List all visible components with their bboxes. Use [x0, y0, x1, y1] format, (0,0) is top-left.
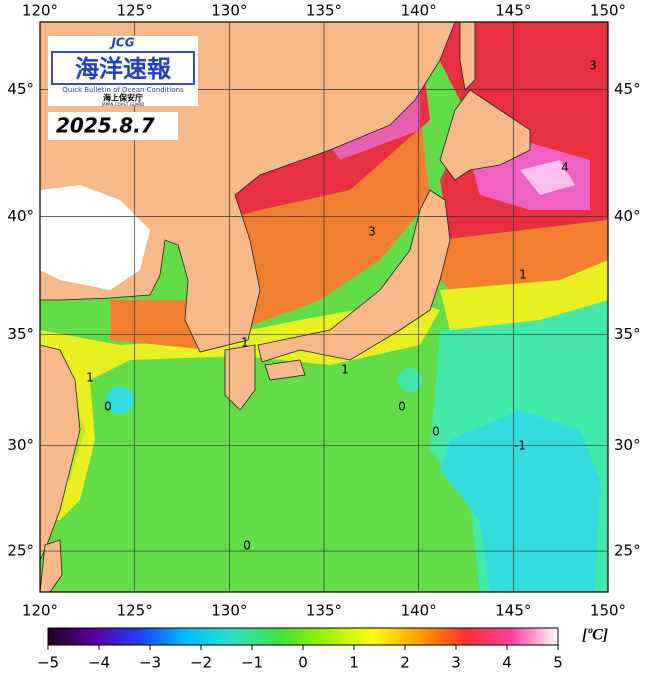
- sea-hot: [440, 220, 608, 300]
- colorbar-tick-label: −5: [37, 654, 59, 672]
- lon-label: 145°: [495, 602, 531, 620]
- colorbar-tick-label: 3: [451, 654, 461, 672]
- colorbar-tick-label: −2: [190, 654, 212, 672]
- lat-label: 30°: [7, 436, 34, 454]
- sea-extreme: [520, 160, 575, 195]
- lon-label: 150°: [590, 602, 626, 620]
- colorbar: [47, 627, 559, 646]
- logo-agency: 海上保安庁: [103, 93, 143, 103]
- lon-label: 120°: [22, 2, 58, 20]
- lat-label: 25°: [7, 542, 34, 560]
- land: [40, 539, 63, 592]
- colorbar-tick-label: −1: [241, 654, 263, 672]
- graticule: 120°120°125°125°130°130°135°135°140°140°…: [7, 2, 640, 620]
- colorbar-unit: [ºC]: [582, 627, 608, 644]
- lat-label: 30°: [614, 436, 641, 454]
- contour-label: 0: [104, 400, 112, 414]
- sea-cool: [398, 368, 422, 392]
- contour-label: 1: [241, 336, 249, 350]
- colorbar-tick-label: 0: [298, 654, 308, 672]
- lon-label: 140°: [401, 2, 437, 20]
- sea-warm: [440, 260, 608, 330]
- logo: JCG 海洋速報 Quick Bulletin of Ocean Conditi…: [48, 36, 198, 107]
- logo-agency-en: JAPAN COAST GUARD: [101, 102, 145, 107]
- land: [224, 344, 256, 411]
- logo-acronym: JCG: [109, 36, 134, 50]
- logo-subtitle: Quick Bulletin of Ocean Conditions: [62, 86, 184, 94]
- lon-label: 130°: [211, 2, 247, 20]
- lon-label: 120°: [22, 602, 58, 620]
- colorbar-tick-label: 5: [553, 654, 563, 672]
- land: [40, 344, 81, 561]
- lat-label: 25°: [614, 542, 641, 560]
- contour-label: 1: [86, 371, 94, 385]
- lon-label: 135°: [306, 602, 342, 620]
- lon-label: 125°: [117, 602, 153, 620]
- lat-label: 35°: [7, 325, 34, 343]
- sea-cold: [106, 386, 134, 414]
- lat-label: 40°: [7, 207, 34, 225]
- lon-label: 130°: [211, 602, 247, 620]
- land: [257, 189, 451, 363]
- contour-label: 4: [561, 161, 569, 175]
- lon-label: 135°: [306, 2, 342, 20]
- lat-label: 35°: [614, 325, 641, 343]
- contour-label: -1: [514, 439, 526, 453]
- contour-label: 0: [398, 400, 406, 414]
- lat-label: 40°: [614, 207, 641, 225]
- lon-label: 125°: [117, 2, 153, 20]
- land: [264, 359, 306, 381]
- contour-label: 0: [432, 425, 440, 439]
- land: [459, 22, 476, 91]
- contour-label: 1: [341, 363, 349, 377]
- colorbar-tick-label: 4: [502, 654, 512, 672]
- lon-label: 140°: [401, 602, 437, 620]
- date: 2025.8.7: [56, 114, 155, 138]
- lon-label: 145°: [495, 2, 531, 20]
- lat-label: 45°: [7, 80, 34, 98]
- colorbar-tick-label: 1: [349, 654, 359, 672]
- contour-labels: 3 3 4 1 1 1 1 0 0 0 -1 0: [86, 59, 597, 553]
- no-data: [40, 185, 150, 290]
- contour-label: 1: [519, 268, 527, 282]
- logo-title-box: [51, 51, 195, 85]
- lat-label: 45°: [614, 80, 641, 98]
- colorbar-tick-label: −4: [88, 654, 110, 672]
- map-frame: [39, 21, 609, 593]
- colorbar-tick-label: 2: [400, 654, 410, 672]
- contour-label: 3: [589, 59, 597, 73]
- logo-title: 海洋速報: [75, 55, 172, 83]
- colorbar-ticks: −5 −4 −3 −2 −1 0 1 2 3 4 5: [37, 645, 563, 672]
- land: [439, 89, 531, 181]
- contour-label: 3: [368, 225, 376, 239]
- contour-label: 0: [243, 539, 251, 553]
- lon-label: 150°: [590, 2, 626, 20]
- date-box: [48, 112, 178, 140]
- sea-cold: [440, 410, 600, 592]
- colorbar-tick-label: −3: [139, 654, 161, 672]
